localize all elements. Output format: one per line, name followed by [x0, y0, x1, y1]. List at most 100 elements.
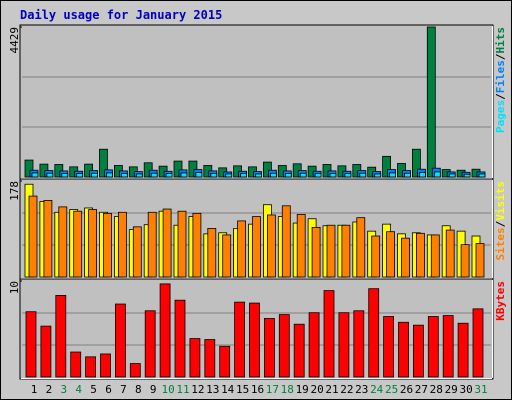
bar: [401, 237, 410, 278]
bar: [99, 148, 108, 178]
bar: [457, 322, 469, 378]
x-tick-label: 1: [31, 383, 38, 396]
bar: [73, 210, 83, 278]
legend-entry: KBytes: [494, 281, 507, 321]
bar: [55, 294, 67, 378]
bar: [207, 228, 217, 278]
bar: [262, 161, 272, 178]
legend-entry: Visits: [494, 181, 507, 221]
bar: [225, 173, 233, 178]
bar: [427, 316, 439, 378]
bar: [46, 172, 54, 178]
x-tick-label: 23: [355, 383, 368, 396]
bar: [147, 211, 157, 278]
bar: [278, 314, 290, 378]
bar: [85, 356, 96, 378]
bar: [463, 173, 471, 178]
x-tick-label: 28: [430, 383, 443, 396]
x-tick-label: 13: [206, 383, 219, 396]
bar: [159, 283, 171, 378]
bar: [412, 324, 424, 378]
bar: [180, 172, 188, 178]
bar: [173, 160, 183, 178]
bar: [341, 224, 351, 278]
bar: [177, 210, 187, 278]
x-tick-label: 4: [75, 383, 82, 396]
bar: [411, 148, 421, 178]
bar: [326, 224, 336, 278]
x-tick-label: 2: [46, 383, 53, 396]
bar: [28, 195, 38, 278]
x-tick-label: 20: [310, 383, 323, 396]
x-tick-label: 6: [105, 383, 112, 396]
bar: [103, 212, 112, 278]
bar: [430, 234, 440, 278]
bar: [189, 338, 201, 378]
x-tick-label: 7: [120, 383, 127, 396]
legend-entry: Files: [494, 60, 507, 93]
panel: [19, 24, 494, 180]
bar: [118, 211, 127, 278]
bar: [192, 212, 202, 278]
bar: [129, 363, 141, 378]
bar: [195, 172, 203, 178]
x-tick-label: 15: [236, 383, 249, 396]
x-tick-label: 16: [251, 383, 264, 396]
bar: [448, 173, 456, 178]
x-tick-label: 29: [445, 383, 458, 396]
x-tick-label: 18: [281, 383, 294, 396]
bar: [296, 214, 306, 278]
bar: [237, 220, 247, 278]
bar: [472, 308, 484, 378]
bar: [106, 172, 113, 178]
bar: [344, 173, 352, 178]
bar: [266, 214, 276, 278]
bar: [91, 172, 98, 178]
bar: [263, 318, 275, 378]
bar: [249, 302, 260, 378]
bar: [61, 173, 69, 178]
bar: [240, 173, 248, 178]
bar: [338, 312, 350, 378]
bar: [445, 229, 455, 278]
bar: [121, 173, 128, 178]
bar: [404, 172, 411, 178]
bar: [115, 303, 126, 378]
x-tick-label: 30: [459, 383, 472, 396]
y-tick-label: 10: [8, 281, 21, 294]
x-tick-label: 12: [191, 383, 204, 396]
x-tick-label: 10: [161, 383, 174, 396]
x-tick-label: 5: [90, 383, 97, 396]
bar: [386, 231, 396, 278]
bar: [293, 323, 305, 378]
bar: [234, 301, 246, 378]
bar: [76, 173, 84, 178]
bar: [308, 312, 320, 378]
bar: [323, 290, 335, 378]
bar: [426, 26, 436, 178]
x-tick-label: 17: [266, 383, 279, 396]
bar: [356, 217, 366, 278]
chart-title: Daily usage for January 2015: [20, 8, 222, 22]
legend-separator: /: [494, 93, 507, 100]
x-tick-label: 21: [325, 383, 338, 396]
bar: [389, 172, 397, 178]
legend-entry: Pages: [494, 100, 507, 133]
bar: [24, 159, 34, 178]
bar: [150, 172, 158, 178]
x-tick-label: 14: [221, 383, 235, 396]
bar: [162, 208, 172, 278]
bar: [132, 226, 142, 278]
legend-separator: /: [494, 220, 507, 227]
bar: [433, 171, 441, 178]
bar: [329, 173, 337, 178]
legend-separator: /: [494, 53, 507, 60]
x-tick-label: 31: [474, 383, 487, 396]
bar: [418, 172, 426, 178]
bar: [43, 200, 53, 278]
bar: [100, 353, 111, 378]
bar: [222, 234, 232, 278]
bar: [135, 173, 143, 178]
x-tick-label: 11: [176, 383, 189, 396]
